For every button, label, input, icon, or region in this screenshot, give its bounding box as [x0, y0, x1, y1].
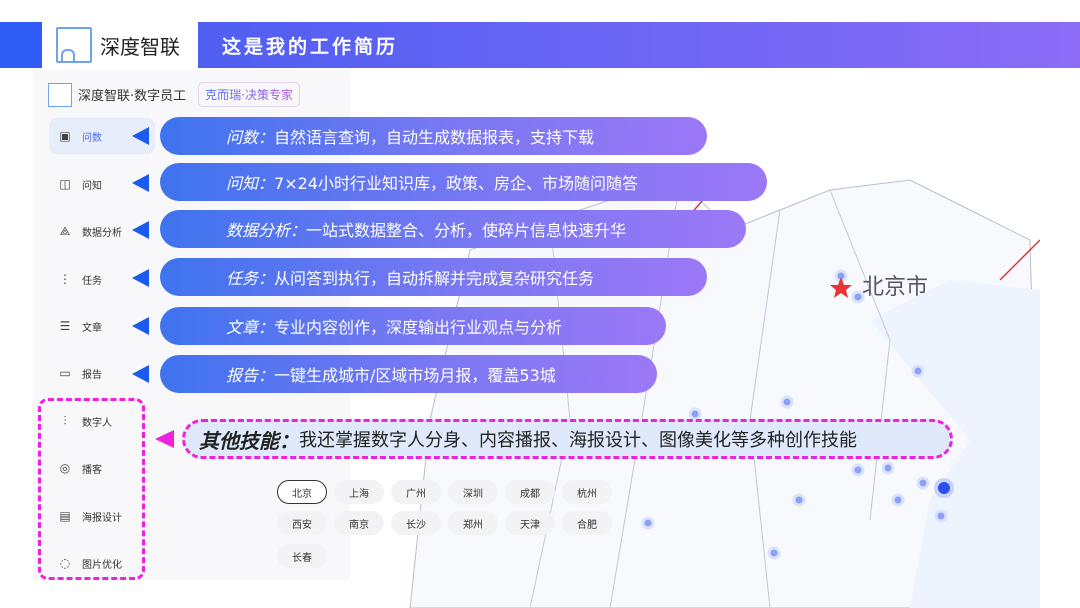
sidebar-item-tasks[interactable]: ⋮ 任务	[49, 261, 155, 297]
sidebar-item-articles[interactable]: ☰ 文章	[49, 308, 155, 344]
arrow-icon	[132, 174, 149, 192]
city-chip[interactable]: 长春	[277, 544, 327, 568]
callout-articles: 文章： 专业内容创作，深度输出行业观点与分析	[160, 307, 666, 345]
city-chip[interactable]: 广州	[391, 480, 441, 504]
page-title: 这是我的工作简历	[222, 35, 399, 58]
waveform-icon: ⫶	[63, 413, 67, 428]
image-magic-icon: ◌	[59, 556, 71, 570]
poster-icon: ▤	[59, 509, 71, 523]
header-accent	[0, 22, 42, 68]
header-brand: 深度智联	[100, 34, 180, 59]
city-chip[interactable]: 杭州	[562, 480, 612, 504]
callout-reports: 报告： 一键生成城市/区域市场月报，覆盖53城	[160, 355, 657, 393]
app-brand: 深度智联·数字员工	[78, 89, 187, 104]
sidebar-item-label: 任务	[82, 275, 102, 287]
logo-icon	[56, 27, 92, 63]
sidebar-item-podcast[interactable]: ◎ 播客	[49, 450, 155, 486]
city-chip[interactable]: 天津	[505, 511, 555, 535]
sidebar-item-label: 问知	[82, 180, 102, 192]
sidebar-item-label: 图片优化	[82, 559, 122, 571]
city-chip[interactable]: 南京	[334, 511, 384, 535]
city-chip[interactable]: 长沙	[391, 511, 441, 535]
header-logo: 深度智联	[42, 22, 198, 68]
callout-tasks: 任务： 从问答到执行，自动拆解并完成复杂研究任务	[160, 258, 707, 296]
sidebar-item-reports[interactable]: ▭ 报告	[49, 355, 155, 391]
arrow-icon	[132, 269, 149, 287]
app-header: 深度智联·数字员工 克而瑞·决策专家	[48, 82, 300, 107]
callout-data-analysis: 数据分析： 一站式数据整合、分析，使碎片信息快速升华	[160, 210, 746, 248]
sidebar-item-digital-human[interactable]: ⫶ 数字人	[49, 403, 155, 439]
book-icon: ◫	[59, 177, 71, 191]
arrow-icon	[132, 127, 149, 145]
podcast-icon: ◎	[59, 461, 71, 475]
sidebar-item-label: 海报设计	[82, 512, 122, 524]
header-bar: 这是我的工作简历	[198, 22, 1080, 68]
sidebar-item-label: 播客	[82, 464, 102, 476]
callout-other-skills: 其他技能： 我还掌握数字人分身、内容播报、海报设计、图像美化等多种创作技能	[182, 419, 953, 459]
arrow-icon	[132, 221, 149, 239]
arrow-icon	[132, 317, 149, 335]
sidebar-item-label: 数字人	[82, 417, 112, 429]
sidebar-item-label: 报告	[82, 369, 102, 381]
sidebar-item-label: 数据分析	[82, 227, 122, 239]
sidebar-item-label: 问数	[82, 132, 102, 144]
highlight-arrow-icon	[155, 430, 174, 448]
city-chip[interactable]: 上海	[334, 480, 384, 504]
network-icon: ⟁	[59, 223, 71, 238]
sidebar-item-wenzhi[interactable]: ◫ 问知	[49, 166, 155, 202]
city-chip[interactable]: 成都	[505, 480, 555, 504]
chart-icon: ▣	[59, 129, 71, 143]
city-chip[interactable]: 深圳	[448, 480, 498, 504]
tree-icon: ⋮	[59, 272, 71, 286]
city-chip[interactable]: 合肥	[562, 511, 612, 535]
arrow-icon	[132, 365, 149, 383]
other-skills-highlight	[38, 398, 145, 580]
role-badge: 克而瑞·决策专家	[198, 82, 300, 107]
city-chip[interactable]: 北京	[277, 480, 327, 504]
document-icon: ☰	[59, 319, 71, 333]
sidebar-item-poster-design[interactable]: ▤ 海报设计	[49, 498, 155, 534]
app-logo-icon	[48, 82, 72, 107]
map-label: 北京市	[862, 275, 928, 300]
presentation-icon: ▭	[59, 366, 71, 380]
city-chip[interactable]: 西安	[277, 511, 327, 535]
city-chip[interactable]: 郑州	[448, 511, 498, 535]
sidebar-item-label: 文章	[82, 322, 102, 334]
callout-wenshu: 问数： 自然语言查询，自动生成数据报表，支持下载	[160, 117, 707, 155]
sidebar-item-image-optimize[interactable]: ◌ 图片优化	[49, 545, 155, 581]
callout-wenzhi: 问知： 7×24小时行业知识库，政策、房企、市场随问随答	[160, 163, 767, 201]
sidebar-item-data-analysis[interactable]: ⟁ 数据分析	[49, 213, 155, 249]
